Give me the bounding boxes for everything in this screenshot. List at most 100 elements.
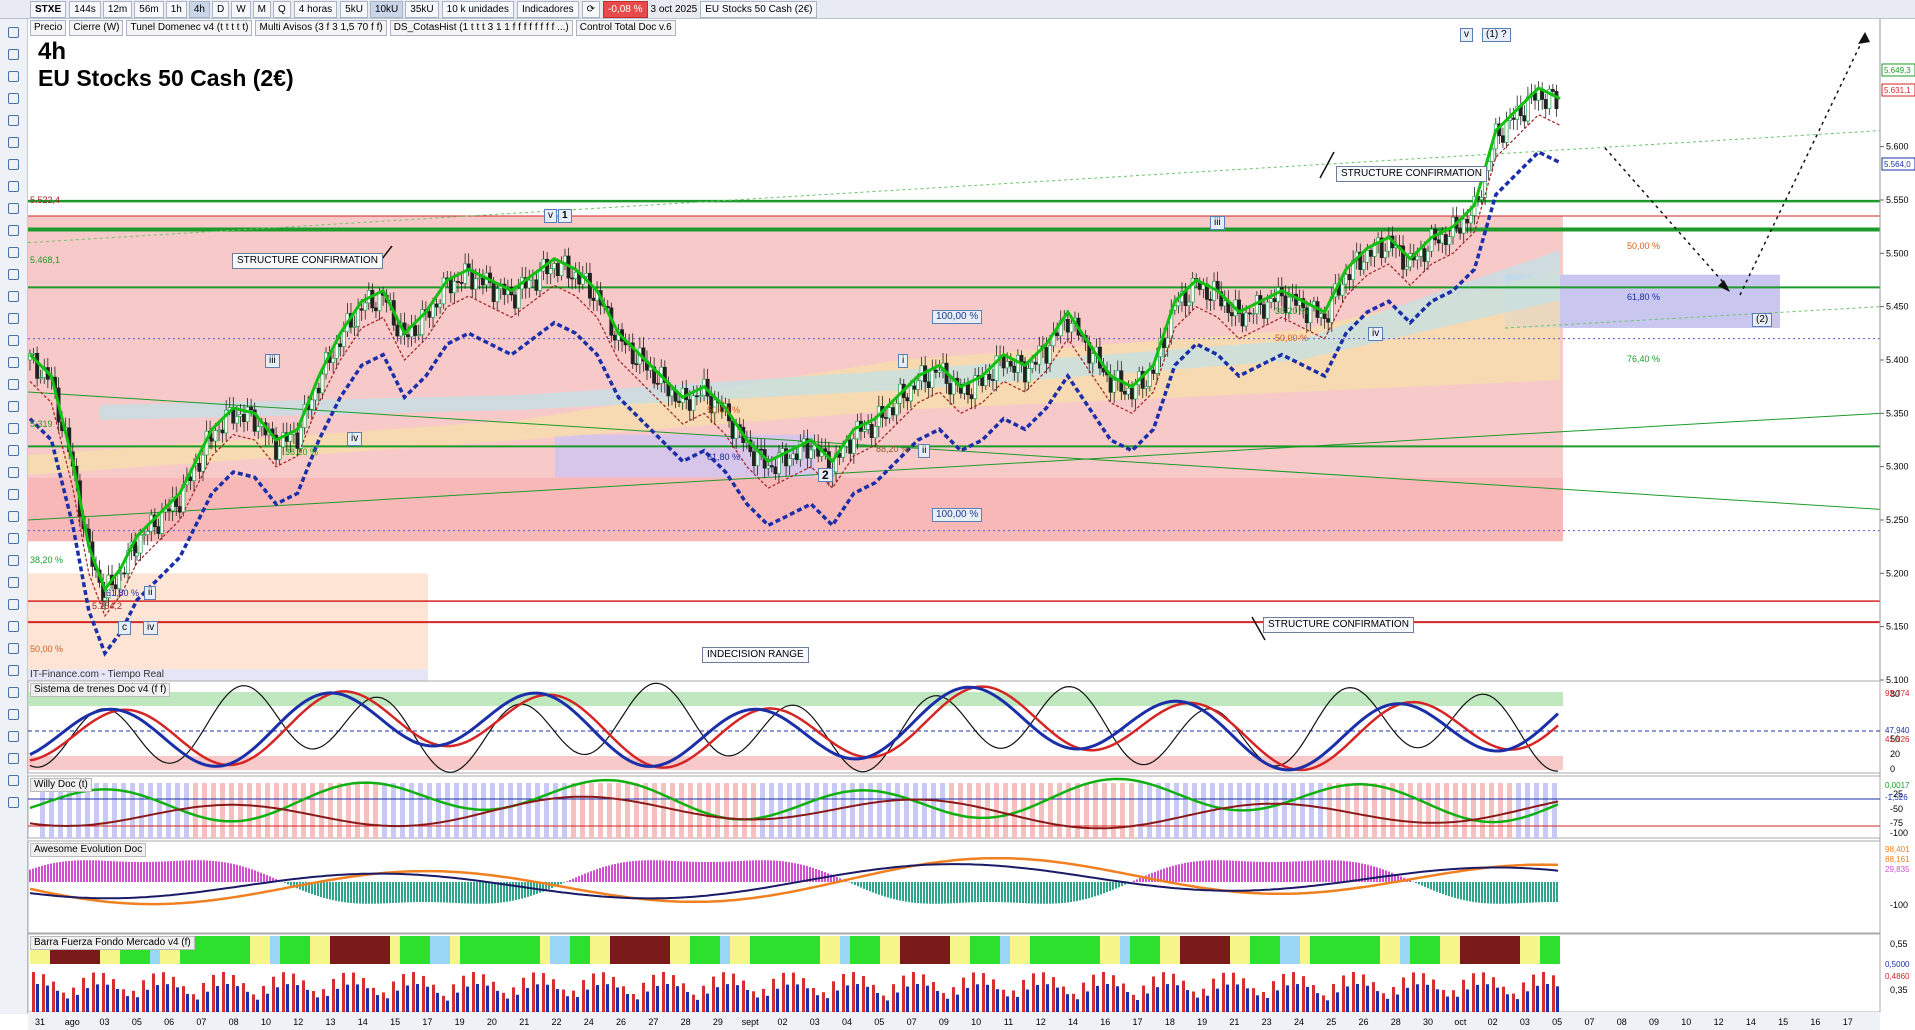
text-icon[interactable] <box>8 203 19 214</box>
willy-bar <box>103 783 108 839</box>
channel-icon[interactable] <box>8 247 19 258</box>
timeframe-button-4h[interactable]: 4h <box>188 0 210 18</box>
period-selector[interactable]: 4 horas <box>293 0 338 18</box>
symbol-selector[interactable]: STXE <box>30 0 67 18</box>
like-icon[interactable] <box>8 709 19 720</box>
flag-icon[interactable] <box>8 665 19 676</box>
alert-icon[interactable] <box>8 115 19 126</box>
pane-title-barra[interactable]: Barra Fuerza Fondo Mercado v4 (f) <box>30 936 195 950</box>
magnet-icon[interactable] <box>8 577 19 588</box>
wave-2-label: 2 <box>818 468 833 482</box>
indicator-tab[interactable]: Precio <box>30 20 67 36</box>
volume-button-10kU[interactable]: 10kU <box>369 0 404 18</box>
timeframe-button-1h[interactable]: 1h <box>165 0 187 18</box>
wave-iv-label: iv <box>143 621 159 635</box>
sub-axis-tag: 41,526 <box>1885 735 1910 744</box>
delete-icon[interactable] <box>8 489 19 500</box>
crosshair-icon[interactable] <box>8 93 19 104</box>
indicator-tab[interactable]: DS_CotasHist (1 t t t 3 1 1 f f f f f f … <box>389 20 573 36</box>
timeframe-button-12m[interactable]: 12m <box>102 0 133 18</box>
up-arrow-icon[interactable] <box>8 775 19 786</box>
timeframe-button-D[interactable]: D <box>211 0 230 18</box>
force-red-bar <box>412 972 415 1012</box>
force-red-bar <box>692 994 695 1012</box>
level-icon[interactable] <box>8 159 19 170</box>
willy-bar <box>922 783 927 839</box>
force-bar <box>680 936 690 964</box>
magnifier-icon[interactable] <box>8 71 19 82</box>
note-icon[interactable] <box>8 467 19 478</box>
timeframe-button-Q[interactable]: Q <box>273 0 291 18</box>
layer-icon[interactable] <box>8 555 19 566</box>
brush-icon[interactable] <box>8 313 19 324</box>
warning-icon[interactable] <box>8 731 19 742</box>
pane-title-willy[interactable]: Willy Doc (t) <box>30 778 92 792</box>
force-red-bar <box>682 983 685 1012</box>
force-blue-bar <box>486 985 489 1012</box>
willy-bar <box>1075 783 1080 839</box>
force-bar <box>1520 936 1530 964</box>
volume-button-5kU[interactable]: 5kU <box>340 0 368 18</box>
force-bar <box>1490 936 1500 964</box>
down-arrow-icon[interactable] <box>8 753 19 764</box>
fan-icon[interactable] <box>8 379 19 390</box>
willy-bar <box>589 783 594 839</box>
x-tick-label: 17 <box>422 1017 432 1027</box>
fib-icon[interactable] <box>8 137 19 148</box>
units-selector[interactable]: 10 k unidades <box>441 0 514 18</box>
pitchfork-icon[interactable] <box>8 423 19 434</box>
zoom-icon[interactable] <box>8 49 19 60</box>
willy-bar <box>634 783 639 839</box>
trend-icon[interactable] <box>8 225 19 236</box>
wave-icon[interactable] <box>8 445 19 456</box>
wave-tool-icon[interactable] <box>8 643 19 654</box>
pencil-icon[interactable] <box>8 181 19 192</box>
pane-title-awesome[interactable]: Awesome Evolution Doc <box>30 843 147 857</box>
candle-body <box>356 308 361 327</box>
ray-icon[interactable] <box>8 269 19 280</box>
shape-icon[interactable] <box>8 335 19 346</box>
arrow-icon[interactable] <box>8 357 19 368</box>
measure-icon[interactable] <box>8 599 19 610</box>
wave-iii-label: iii <box>265 354 280 368</box>
force-blue-bar <box>236 986 239 1012</box>
indicator-tab[interactable]: Cierre (W) <box>69 20 124 36</box>
force-red-bar <box>42 974 45 1012</box>
eye-icon[interactable] <box>8 533 19 544</box>
lock-icon[interactable] <box>8 511 19 522</box>
ruler-icon[interactable] <box>8 291 19 302</box>
timeframe-button-56m[interactable]: 56m <box>134 0 164 18</box>
willy-bar <box>1102 783 1107 839</box>
settings-icon[interactable] <box>8 797 19 808</box>
timeframe-button-W[interactable]: W <box>231 0 251 18</box>
indicator-tab[interactable]: Control Total Doc v.6 <box>575 20 676 36</box>
indicator-tab[interactable]: Multi Avisos (3 f 3 1,5 70 f f) <box>255 20 387 36</box>
force-red-bar <box>152 973 155 1012</box>
force-blue-bar <box>106 984 109 1012</box>
force-blue-bar <box>696 999 699 1012</box>
timeframe-button-144s[interactable]: 144s <box>69 0 101 18</box>
gann-icon[interactable] <box>8 401 19 412</box>
x-tick-label: 19 <box>1197 1017 1207 1027</box>
indicator-tab[interactable]: Tunel Domenec v4 (t t t t t) <box>126 20 253 36</box>
x-tick-label: 29 <box>713 1017 723 1027</box>
pane-title-trenes[interactable]: Sistema de trenes Doc v4 (f f) <box>30 683 171 697</box>
check-icon[interactable] <box>8 687 19 698</box>
force-bar <box>1540 936 1550 964</box>
candle-body <box>1340 283 1345 296</box>
fib-level-label: 61,80 % <box>106 588 139 598</box>
ellipse-icon[interactable] <box>8 621 19 632</box>
force-red-bar <box>1422 973 1425 1012</box>
refresh-icon[interactable]: ⟳ <box>581 0 601 18</box>
candle-body <box>156 526 161 534</box>
candle-body <box>452 281 457 294</box>
fib-level-label: 88,20 % <box>876 444 909 454</box>
timeframe-button-M[interactable]: M <box>252 0 271 18</box>
cursor-icon[interactable] <box>8 27 19 38</box>
willy-bar <box>1012 783 1017 839</box>
candle-body <box>1229 312 1234 317</box>
x-tick-label: 19 <box>455 1017 465 1027</box>
volume-button-35kU[interactable]: 35kU <box>405 0 439 18</box>
wave-iv-label: iv <box>1368 327 1384 341</box>
indicators-button[interactable]: Indicadores <box>516 0 579 18</box>
